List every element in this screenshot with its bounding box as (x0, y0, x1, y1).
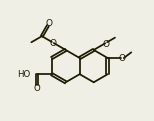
Text: O: O (34, 84, 41, 93)
Text: O: O (102, 40, 109, 49)
Text: O: O (119, 54, 126, 63)
Text: O: O (50, 39, 57, 48)
Text: HO: HO (17, 70, 30, 79)
Text: O: O (46, 19, 53, 28)
